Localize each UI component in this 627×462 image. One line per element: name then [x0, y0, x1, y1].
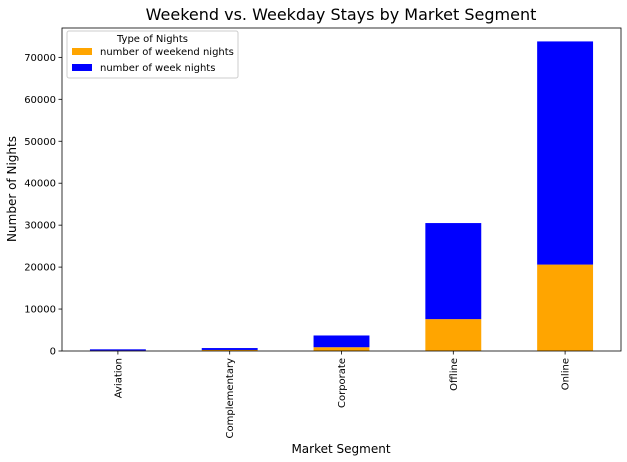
- chart-title: Weekend vs. Weekday Stays by Market Segm…: [146, 5, 537, 24]
- legend-swatch: [72, 48, 92, 55]
- x-tick-label-online: Online: [561, 358, 572, 390]
- legend-frame: [66, 30, 239, 79]
- x-tick-label-aviation: Aviation: [113, 358, 124, 398]
- y-tick-label: 0: [50, 347, 56, 358]
- x-axis-label: Market Segment: [291, 442, 390, 456]
- legend-title: Type of Nights: [116, 34, 188, 45]
- bar-weekend-complementary: [201, 349, 258, 351]
- plot-area: [89, 41, 594, 351]
- legend-label: number of weekend nights: [100, 47, 234, 58]
- y-tick-label: 40000: [24, 179, 56, 190]
- y-axis-label: Number of Nights: [5, 136, 19, 242]
- bar-week-corporate: [313, 335, 370, 348]
- x-tick-label-complementary: Complementary: [225, 358, 236, 439]
- bar-week-offline: [425, 223, 482, 320]
- y-tick-label: 10000: [24, 305, 56, 316]
- bar-weekend-online: [537, 264, 594, 351]
- y-tick-label: 20000: [24, 263, 56, 274]
- y-tick-label: 70000: [24, 53, 56, 64]
- x-tick-label-offline: Offline: [449, 358, 460, 391]
- legend: Type of Nights number of weekend nights nu…: [66, 30, 239, 79]
- bar-week-aviation: [89, 349, 146, 351]
- bar-weekend-offline: [425, 319, 482, 351]
- y-tick-label: 30000: [24, 221, 56, 232]
- legend-label: number of week nights: [100, 63, 215, 74]
- bar-week-online: [537, 41, 594, 265]
- legend-swatch: [72, 64, 92, 71]
- y-axis: 0 10000 20000 30000 40000 50000 60000 70000: [24, 53, 62, 358]
- bar-weekend-corporate: [313, 347, 370, 351]
- x-tick-label-corporate: Corporate: [337, 358, 348, 408]
- y-tick-label: 50000: [24, 137, 56, 148]
- bar-week-complementary: [201, 348, 258, 350]
- x-axis: Aviation Complementary Corporate Offline Onl…: [113, 351, 572, 439]
- y-tick-label: 60000: [24, 95, 56, 106]
